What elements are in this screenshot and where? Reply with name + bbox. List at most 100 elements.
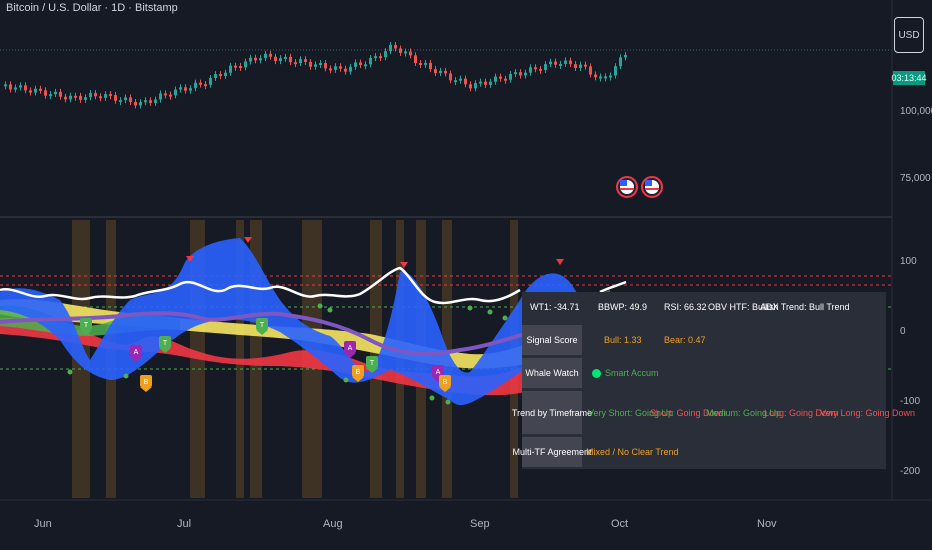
candle-body	[559, 63, 562, 66]
candle-body	[514, 72, 517, 75]
chart-title: Bitcoin / U.S. Dollar · 1D · Bitstamp	[6, 2, 178, 14]
candle-body	[124, 97, 127, 101]
multi-tf-row: Multi-TF Agreement Mixed / No Clear Tren…	[512, 437, 886, 467]
candle-body	[44, 90, 47, 96]
candle-body	[179, 87, 182, 90]
candle-body	[329, 68, 332, 71]
candle-body	[449, 73, 452, 81]
candle-body	[209, 78, 212, 85]
signal-flag-marker: B	[140, 375, 152, 392]
time-axis-label-aug: Aug	[323, 518, 343, 530]
candle-body	[69, 95, 72, 100]
trend-timeframe-label: Trend by Timeframe	[512, 391, 592, 434]
candle-body	[339, 66, 342, 69]
candle-body	[584, 64, 587, 67]
candle-body	[549, 61, 552, 65]
candle-body	[144, 100, 147, 103]
candle-body	[159, 93, 162, 100]
candle-body	[399, 48, 402, 53]
signal-flag-marker: T	[159, 336, 171, 353]
whale-watch-label: Whale Watch	[522, 358, 582, 388]
rsi-value: RSI: 66.32	[664, 302, 707, 312]
bear-score: Bear: 0.47	[664, 335, 706, 345]
svg-text:B: B	[443, 379, 448, 386]
candle-body	[469, 84, 472, 89]
indicator-axis-label-minus100: -100	[900, 396, 921, 407]
candle-body	[19, 85, 22, 88]
svg-text:T: T	[163, 340, 168, 347]
candle-body	[169, 94, 172, 97]
candle-body	[489, 81, 492, 85]
candle-body	[214, 74, 217, 79]
indicator-axis-label-0: 0	[900, 326, 906, 337]
time-axis-label-oct: Oct	[611, 518, 629, 530]
candle-body	[599, 76, 602, 79]
us-flag-marker-2	[641, 176, 663, 198]
candle-body	[89, 93, 92, 98]
bbwp-value: BBWP: 49.9	[598, 302, 648, 312]
candle-body	[299, 59, 302, 64]
candle-body	[509, 73, 512, 80]
candle-body	[279, 58, 282, 62]
candle-body	[149, 100, 152, 103]
candle-body	[529, 67, 532, 73]
us-flag-marker-1	[616, 176, 638, 198]
candle-body	[544, 64, 547, 71]
signal-flag-marker: A	[130, 345, 142, 362]
green-status-dot-icon	[592, 368, 601, 378]
whale-watch-text: Smart Accum	[605, 368, 659, 378]
white-wt-line	[0, 266, 521, 305]
svg-text:T: T	[84, 322, 89, 329]
candle-body	[204, 84, 207, 87]
candle-body	[519, 72, 522, 76]
obv-htf-value: OBV HTF: Bullish	[708, 302, 779, 312]
candle-body	[444, 70, 447, 74]
svg-text:A: A	[436, 369, 441, 376]
candle-body	[359, 62, 362, 66]
candle-body	[494, 76, 497, 82]
trend-long: Long: Going Down	[764, 407, 839, 418]
candle-body	[239, 66, 242, 69]
candle-body	[139, 102, 142, 106]
candle-body	[134, 101, 137, 106]
buy-dot-icon	[327, 307, 333, 313]
candle-body	[369, 57, 372, 65]
candle-body	[294, 62, 297, 65]
candle-body	[184, 87, 187, 91]
whale-watch-row: Whale Watch Smart Accum	[522, 358, 886, 388]
trend-timeframe-row: Trend by Timeframe Very Short: Going Up …	[512, 391, 915, 434]
candle-body	[39, 88, 42, 91]
multi-tf-value: Mixed / No Clear Trend	[586, 447, 679, 457]
white-wt-line-right	[599, 280, 627, 294]
candle-body	[74, 95, 77, 98]
candle-body	[524, 72, 527, 76]
candle-body	[34, 88, 37, 93]
time-axis-label-nov: Nov	[757, 518, 777, 530]
candle-body	[54, 91, 57, 95]
sell-triangle-icon	[186, 256, 194, 262]
signal-score-label: Signal Score	[522, 325, 582, 355]
candle-body	[59, 91, 62, 97]
candle-body	[259, 58, 262, 61]
buy-dot-icon	[429, 395, 435, 401]
candle-body	[349, 66, 352, 72]
candle-body	[304, 59, 307, 62]
wt1-value: WT1: -34.71	[530, 302, 580, 312]
candle-body	[174, 89, 177, 96]
currency-button[interactable]: USD	[894, 17, 924, 53]
candle-body	[439, 70, 442, 74]
candle-body	[114, 95, 117, 101]
candle-body	[364, 64, 367, 67]
svg-text:A: A	[348, 345, 353, 352]
candle-body	[94, 93, 97, 97]
candle-body	[464, 78, 467, 85]
candle-body	[269, 53, 272, 57]
buy-dot-icon	[445, 399, 451, 405]
candle-body	[9, 84, 12, 90]
bar-countdown-badge: 03:13:44	[891, 71, 927, 85]
candle-body	[274, 56, 277, 62]
trend-medium: Medium: Going Up	[706, 407, 782, 418]
candle-body	[244, 61, 247, 68]
